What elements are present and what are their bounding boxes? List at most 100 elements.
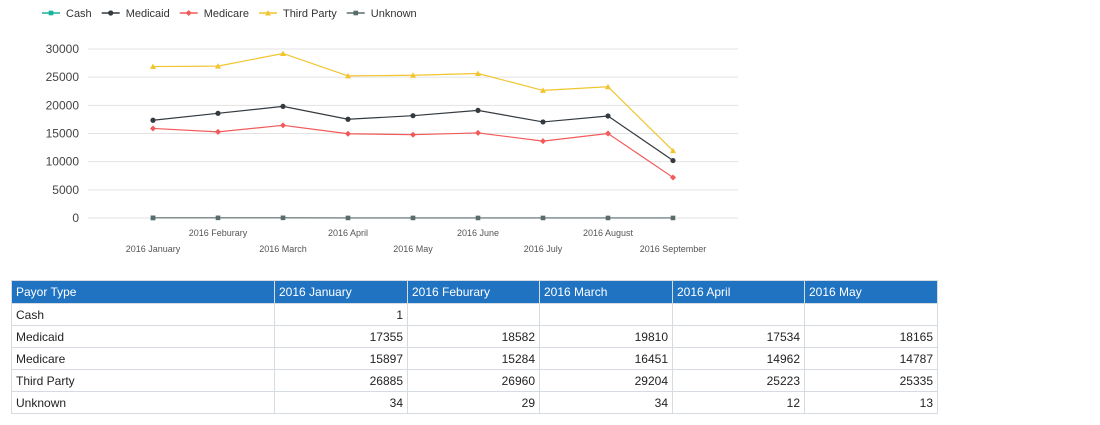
table-row: Unknown 34 29 34 12 13 (11, 391, 938, 414)
data-point[interactable] (150, 125, 156, 132)
data-point[interactable] (540, 87, 546, 93)
row-label: Unknown (11, 391, 275, 414)
data-point (353, 10, 359, 16)
data-point[interactable] (475, 107, 481, 114)
payor-data-table: Payor Type 2016 January 2016 Feburary 20… (11, 280, 938, 414)
data-point[interactable] (215, 215, 221, 221)
data-point[interactable] (280, 103, 286, 110)
data-point[interactable] (280, 122, 286, 129)
x-tick-label: 2016 July (524, 244, 563, 254)
legend-item[interactable]: Third Party (258, 8, 337, 20)
column-header[interactable]: Payor Type (11, 280, 275, 304)
data-point (185, 10, 192, 16)
table-cell: 17355 (274, 325, 408, 348)
legend-item[interactable]: Cash (42, 8, 92, 20)
y-tick-label: 15000 (46, 127, 80, 141)
table-row: Cash 1 (11, 303, 938, 326)
data-point[interactable] (670, 147, 676, 154)
y-tick-label: 20000 (46, 98, 80, 112)
y-tick-label: 10000 (46, 155, 80, 169)
data-point[interactable] (345, 130, 351, 137)
series-medicare (150, 122, 676, 181)
table-cell: 19810 (539, 325, 673, 348)
legend-label: Third Party (283, 8, 337, 20)
data-point[interactable] (475, 215, 481, 221)
table-row: Third Party 26885 26960 29204 25223 2533… (11, 369, 938, 392)
table-cell: 14962 (672, 347, 805, 370)
legend-item[interactable]: Medicaid (101, 8, 170, 20)
data-point[interactable] (345, 215, 351, 221)
data-point[interactable] (345, 116, 351, 122)
x-tick-label: 2016 August (583, 228, 634, 238)
y-tick-label: 30000 (46, 42, 80, 56)
x-tick-label: 2016 April (328, 228, 368, 238)
data-point[interactable] (150, 117, 156, 123)
row-label: Medicaid (11, 325, 275, 348)
x-tick-label: 2016 May (393, 244, 433, 254)
y-axis: 0 5000 10000 15000 20000 25000 30000 (46, 42, 80, 225)
table-cell: 29204 (539, 369, 673, 392)
data-point[interactable] (475, 129, 481, 136)
data-point (264, 10, 271, 16)
data-point[interactable] (150, 215, 156, 221)
data-point[interactable] (410, 131, 416, 138)
table-cell: 18582 (407, 325, 540, 348)
row-label: Cash (11, 303, 275, 326)
table-cell: 18165 (804, 325, 938, 348)
data-point[interactable] (540, 138, 546, 145)
table-cell (672, 303, 805, 326)
table-cell: 14787 (804, 347, 938, 370)
legend-label: Medicare (204, 8, 249, 20)
column-header[interactable]: 2016 Feburary (407, 280, 540, 304)
data-point[interactable] (605, 215, 611, 221)
data-point[interactable] (410, 72, 416, 78)
data-point[interactable] (605, 113, 611, 119)
legend-label: Medicaid (126, 8, 170, 20)
table-cell (539, 303, 673, 326)
x-tick-label: 2016 March (259, 244, 307, 254)
column-header[interactable]: 2016 April (672, 280, 805, 304)
data-point (108, 10, 114, 16)
y-tick-label: 0 (72, 211, 79, 225)
data-point[interactable] (410, 113, 416, 119)
series-medicaid (150, 103, 676, 164)
data-point[interactable] (410, 215, 416, 221)
data-point[interactable] (540, 119, 546, 125)
legend-item[interactable]: Medicare (179, 8, 249, 20)
data-point[interactable] (605, 130, 611, 137)
table-row: Medicaid 17355 18582 19810 17534 18165 (11, 325, 938, 348)
data-point[interactable] (150, 63, 156, 70)
table-cell: 26960 (407, 369, 540, 392)
data-point[interactable] (670, 157, 676, 164)
data-point[interactable] (670, 174, 676, 181)
table-cell (804, 303, 938, 326)
data-point[interactable] (280, 215, 286, 221)
data-point[interactable] (345, 72, 351, 79)
legend-label: Cash (66, 8, 92, 20)
table-cell: 26885 (274, 369, 408, 392)
series-unknown (150, 215, 676, 221)
data-point[interactable] (605, 83, 611, 90)
column-header[interactable]: 2016 January (274, 280, 408, 304)
data-point[interactable] (280, 50, 286, 56)
data-point[interactable] (215, 128, 221, 135)
line-chart: Cash Medicaid Medicare Third Party Unknown 0… (42, 8, 738, 254)
table-cell: 1 (274, 303, 408, 326)
legend-item[interactable]: Unknown (346, 8, 417, 20)
data-point[interactable] (540, 215, 546, 221)
table-cell: 17534 (672, 325, 805, 348)
table-cell: 29 (407, 391, 540, 414)
series-third-party (150, 50, 676, 154)
data-point[interactable] (475, 70, 481, 77)
data-point (48, 10, 54, 16)
x-tick-label: 2016 Feburary (189, 228, 248, 238)
table-row: Medicare 15897 15284 16451 14962 14787 (11, 347, 938, 370)
column-header[interactable]: 2016 March (539, 280, 673, 304)
table-cell: 16451 (539, 347, 673, 370)
data-point[interactable] (215, 110, 221, 116)
data-point[interactable] (215, 63, 221, 69)
column-header[interactable]: 2016 May (804, 280, 938, 304)
table-cell: 15897 (274, 347, 408, 370)
x-tick-label: 2016 January (126, 244, 181, 254)
data-point[interactable] (670, 215, 676, 221)
